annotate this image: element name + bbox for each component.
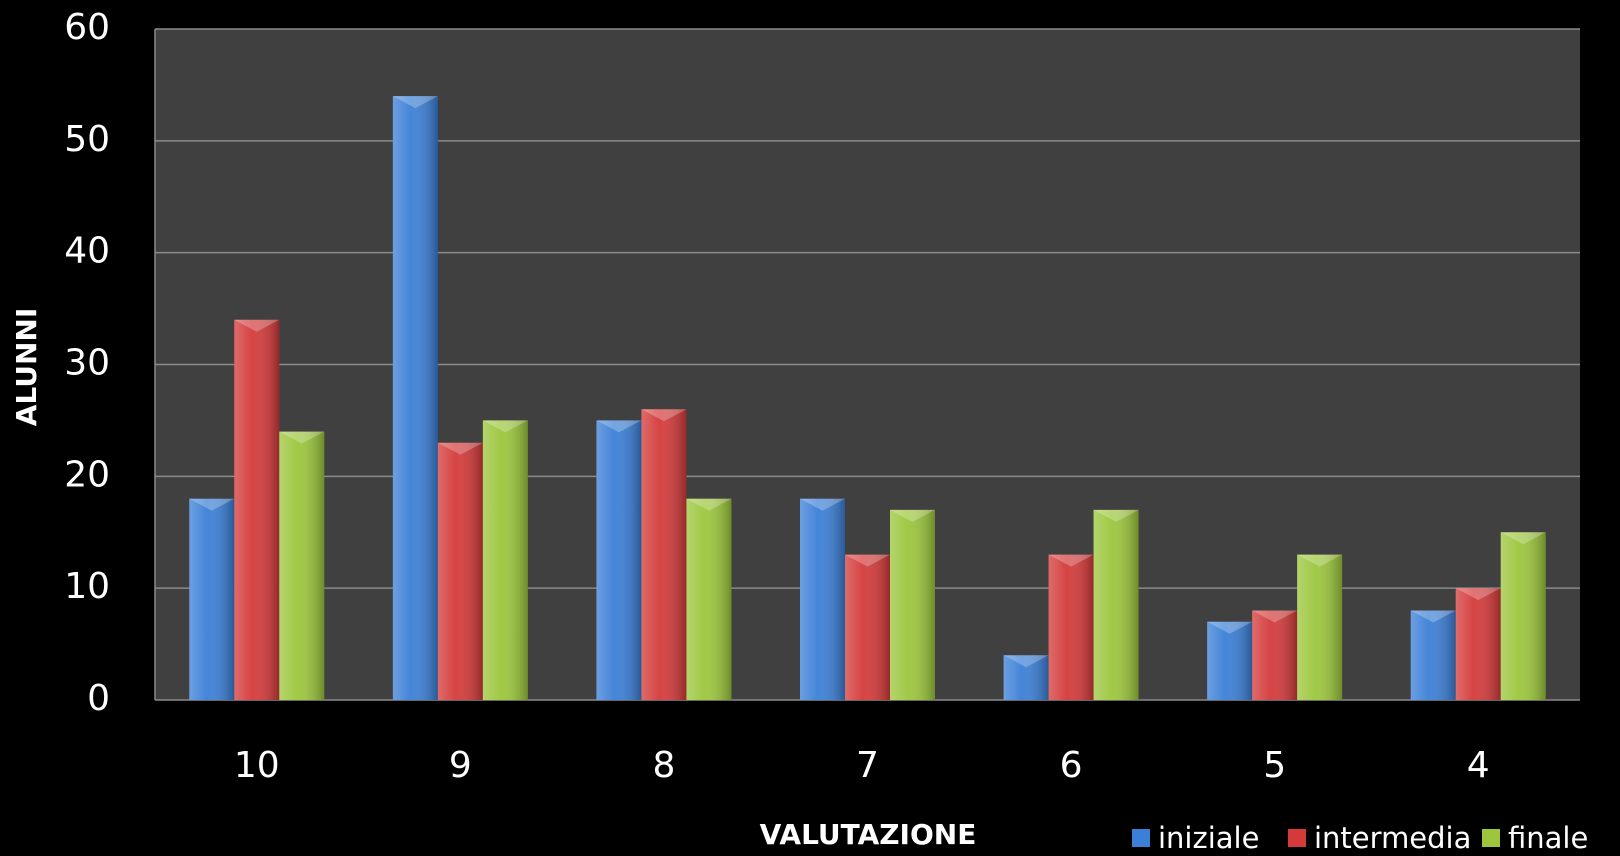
bar-cap bbox=[890, 509, 935, 522]
bar-cap bbox=[1297, 554, 1343, 567]
x-tick-label: 4 bbox=[1467, 745, 1490, 786]
bar-cap bbox=[234, 319, 280, 332]
bar bbox=[1410, 610, 1456, 700]
bar bbox=[437, 442, 483, 700]
bar bbox=[482, 420, 528, 700]
bar bbox=[1455, 588, 1501, 700]
bar-cap bbox=[279, 431, 325, 444]
bar bbox=[234, 319, 280, 700]
x-tick-label: 8 bbox=[652, 745, 675, 786]
y-axis-title: ALUNNI bbox=[10, 308, 43, 427]
bar-cap bbox=[1500, 532, 1546, 545]
bar bbox=[890, 509, 935, 700]
legend-label: finale bbox=[1508, 821, 1588, 855]
bar-cap bbox=[1048, 554, 1094, 567]
bar-cap bbox=[1207, 621, 1253, 634]
y-tick-label: 60 bbox=[64, 7, 110, 48]
bar-cap bbox=[189, 498, 235, 511]
y-tick-label: 40 bbox=[64, 231, 110, 272]
legend-label: iniziale bbox=[1158, 821, 1259, 855]
bar bbox=[1048, 554, 1094, 700]
bar bbox=[596, 420, 642, 700]
bar-cap bbox=[845, 554, 890, 567]
bar-cap bbox=[437, 442, 483, 455]
bar bbox=[392, 96, 438, 701]
bar-cap bbox=[392, 96, 438, 109]
bar bbox=[1297, 554, 1343, 700]
bar-cap bbox=[1410, 610, 1456, 623]
x-axis-title: VALUTAZIONE bbox=[760, 818, 977, 851]
bar-cap bbox=[1003, 655, 1049, 668]
bar-cap bbox=[686, 498, 732, 511]
y-tick-label: 30 bbox=[64, 343, 110, 384]
bar bbox=[845, 554, 890, 700]
y-tick-label: 0 bbox=[87, 678, 110, 719]
bar bbox=[189, 498, 235, 700]
bar-cap bbox=[800, 498, 845, 511]
x-tick-label: 9 bbox=[449, 745, 472, 786]
bar bbox=[641, 409, 687, 700]
legend-label: intermedia bbox=[1314, 821, 1471, 855]
bar-cap bbox=[1455, 588, 1501, 601]
x-tick-label: 7 bbox=[856, 745, 879, 786]
bar bbox=[800, 498, 845, 700]
bar-cap bbox=[596, 420, 642, 433]
bar-cap bbox=[1093, 509, 1139, 522]
legend-marker bbox=[1482, 829, 1500, 847]
legend-marker bbox=[1132, 829, 1150, 847]
bar bbox=[279, 431, 325, 700]
bar-cap bbox=[641, 409, 687, 422]
y-tick-label: 10 bbox=[64, 566, 110, 607]
x-tick-label: 5 bbox=[1263, 745, 1286, 786]
x-tick-label: 10 bbox=[234, 745, 280, 786]
legend-marker bbox=[1288, 829, 1306, 847]
bar-cap bbox=[1252, 610, 1298, 623]
y-tick-label: 20 bbox=[64, 454, 110, 495]
bar-cap bbox=[482, 420, 528, 433]
x-tick-label: 6 bbox=[1060, 745, 1083, 786]
bar bbox=[1500, 532, 1546, 700]
bar bbox=[1252, 610, 1298, 700]
bar bbox=[1093, 509, 1139, 700]
bar bbox=[686, 498, 732, 700]
y-tick-label: 50 bbox=[64, 119, 110, 160]
